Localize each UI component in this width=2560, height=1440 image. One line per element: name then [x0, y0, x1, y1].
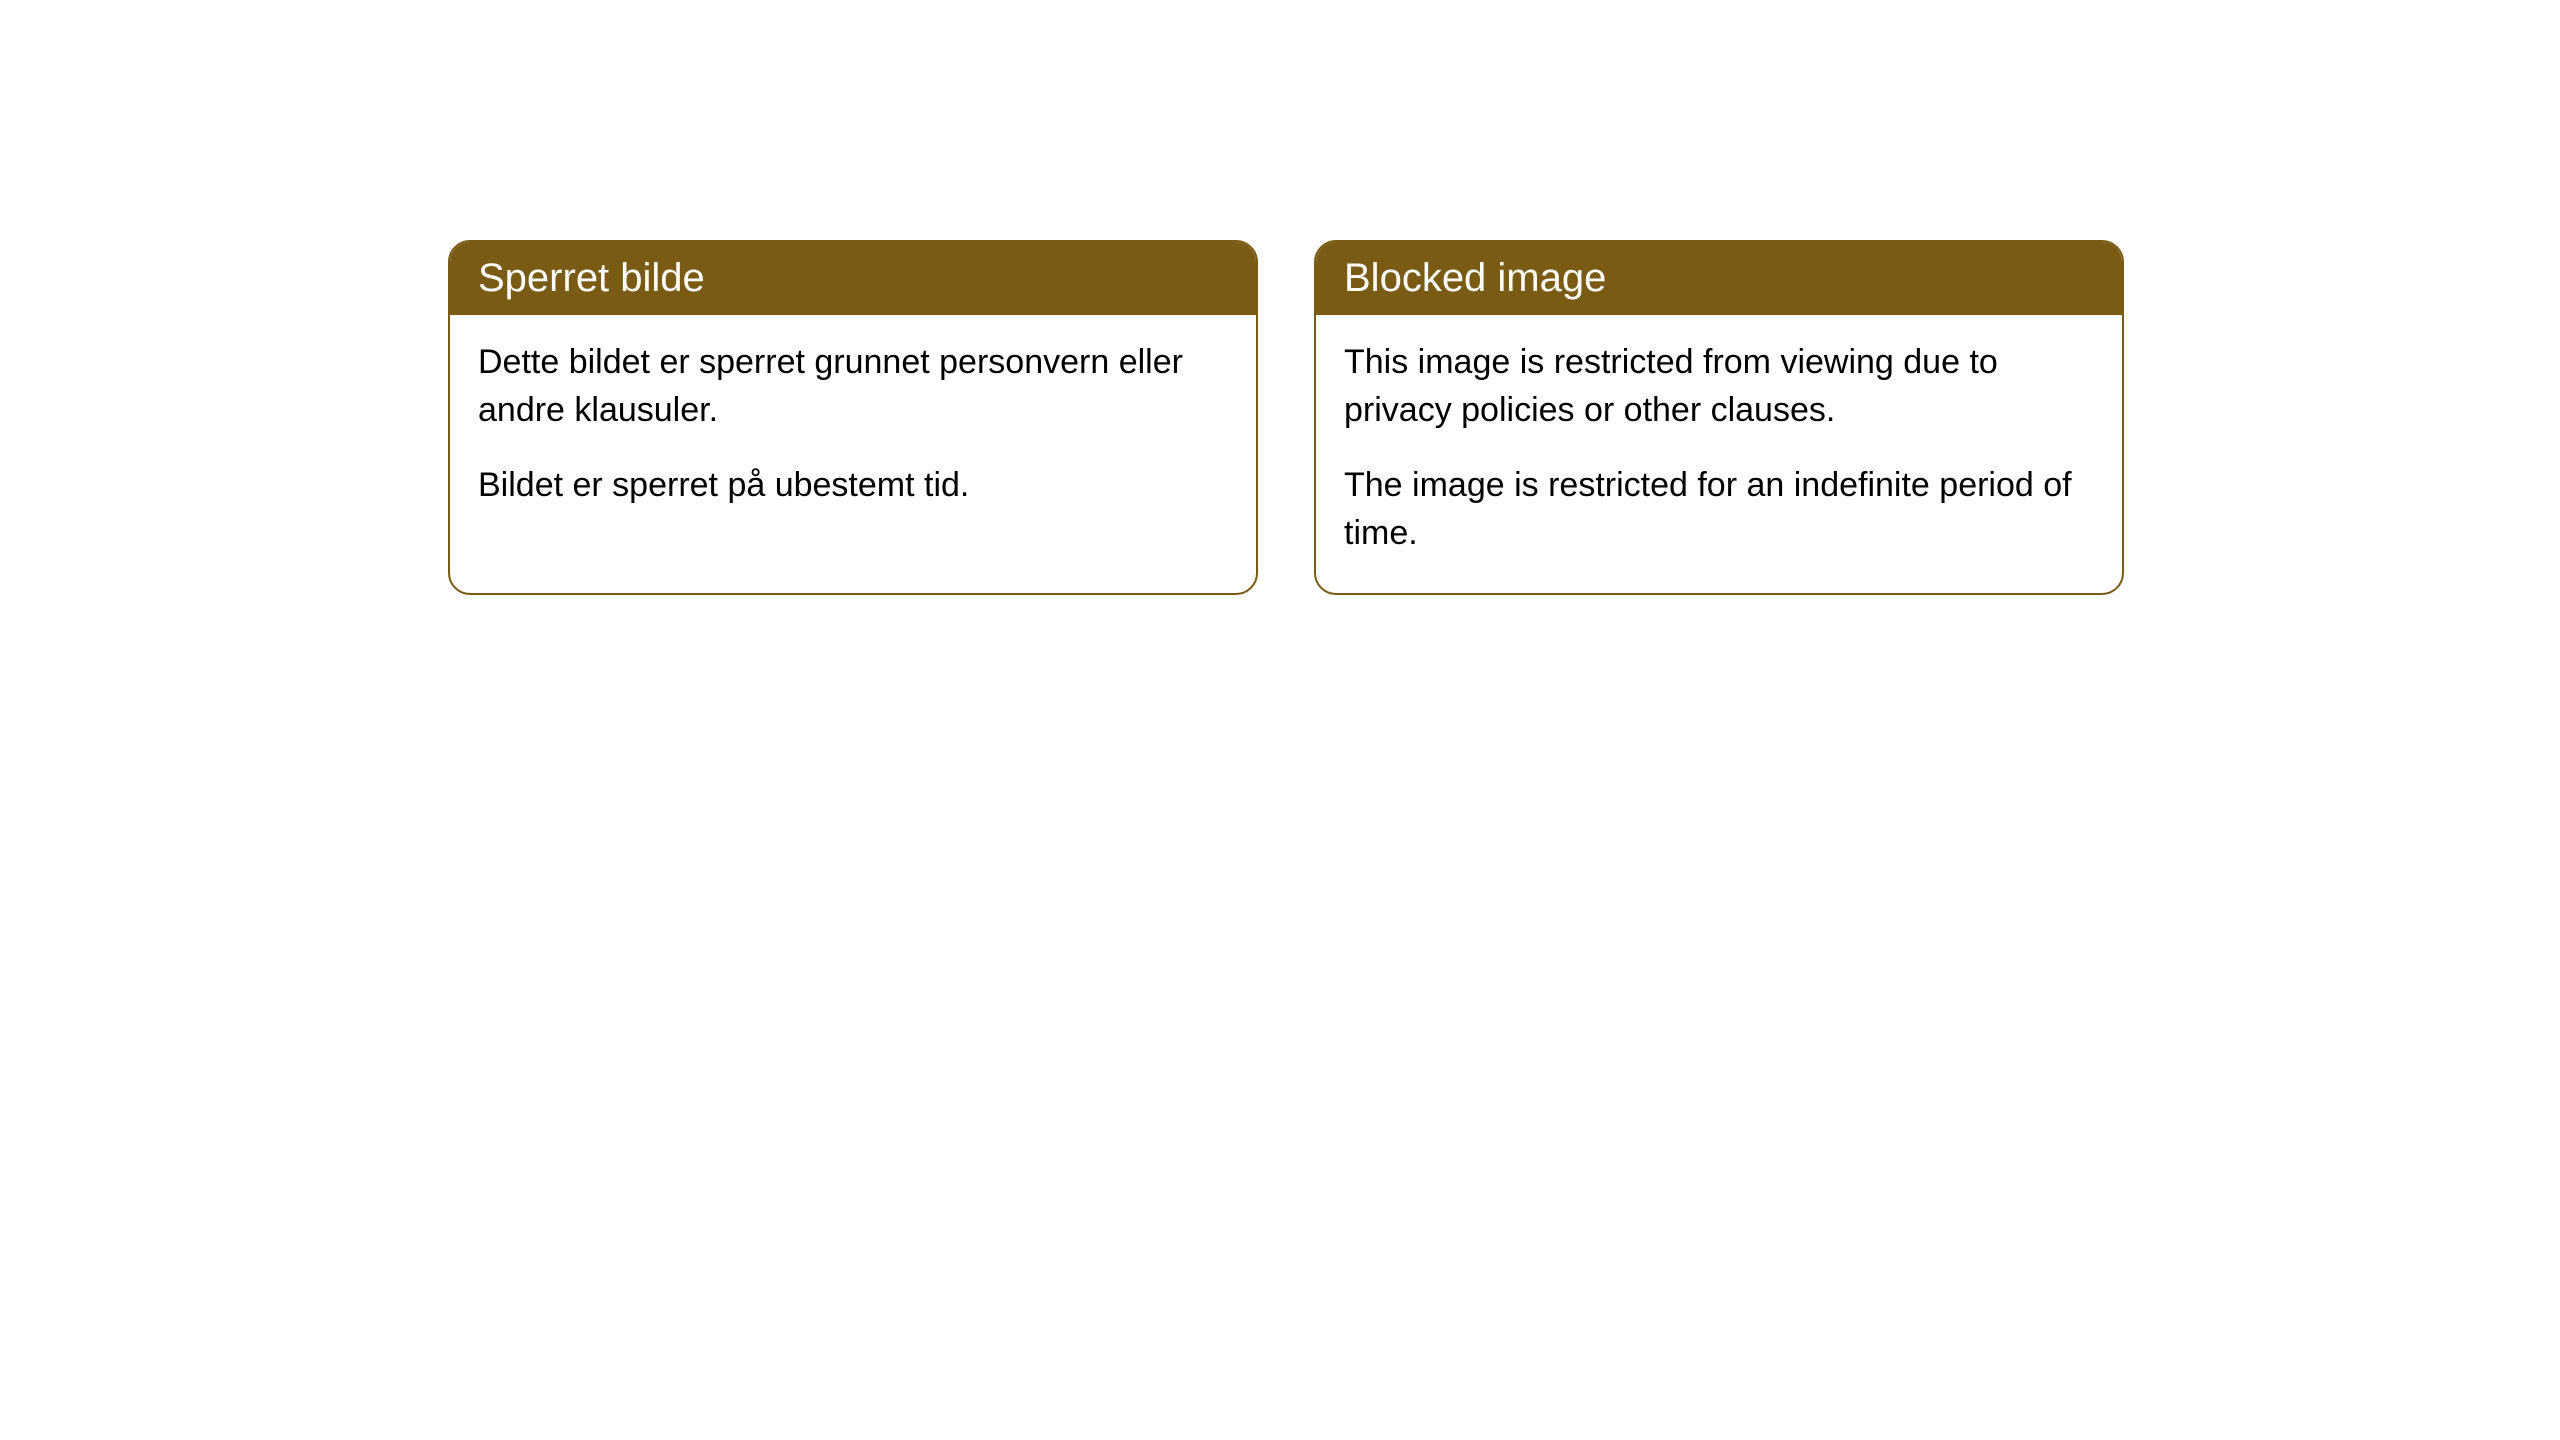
card-paragraph: This image is restricted from viewing du…	[1344, 339, 2094, 434]
card-body-english: This image is restricted from viewing du…	[1316, 315, 2122, 593]
notice-card-norwegian: Sperret bilde Dette bildet er sperret gr…	[448, 240, 1258, 595]
card-header-english: Blocked image	[1316, 242, 2122, 315]
card-title: Blocked image	[1344, 256, 1606, 300]
notice-card-english: Blocked image This image is restricted f…	[1314, 240, 2124, 595]
card-title: Sperret bilde	[478, 256, 705, 300]
card-paragraph: Bildet er sperret på ubestemt tid.	[478, 462, 1228, 510]
card-paragraph: Dette bildet er sperret grunnet personve…	[478, 339, 1228, 434]
notice-cards-container: Sperret bilde Dette bildet er sperret gr…	[448, 240, 2124, 595]
card-paragraph: The image is restricted for an indefinit…	[1344, 462, 2094, 557]
card-body-norwegian: Dette bildet er sperret grunnet personve…	[450, 315, 1256, 546]
card-header-norwegian: Sperret bilde	[450, 242, 1256, 315]
